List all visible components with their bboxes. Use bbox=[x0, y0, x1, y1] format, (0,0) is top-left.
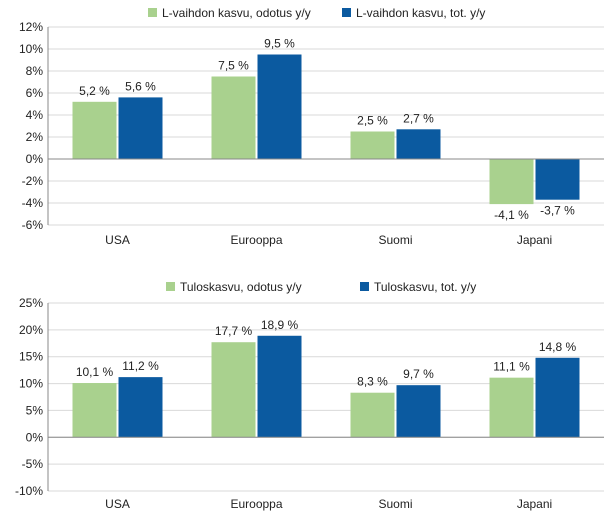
y-tick-label: -6% bbox=[22, 218, 44, 232]
data-label: 9,7 % bbox=[403, 367, 434, 381]
data-label: 18,9 % bbox=[261, 318, 299, 332]
legend: Tuloskasvu, odotus y/y Tuloskasvu, tot. y… bbox=[166, 280, 476, 294]
legend-label-1: L-vaihdon kasvu, odotus y/y bbox=[162, 6, 311, 20]
bar bbox=[350, 131, 395, 159]
bar bbox=[489, 377, 534, 438]
bar bbox=[535, 159, 580, 200]
data-label: 7,5 % bbox=[218, 59, 249, 73]
y-tick-label: -2% bbox=[22, 174, 44, 188]
y-tick-label: 10% bbox=[19, 42, 43, 56]
data-label: 2,5 % bbox=[357, 114, 388, 128]
legend-swatch-1 bbox=[166, 282, 175, 291]
bar bbox=[72, 383, 117, 438]
x-tick-label: Suomi bbox=[378, 233, 412, 247]
y-tick-label: 12% bbox=[19, 20, 43, 34]
x-tick-label: Eurooppa bbox=[230, 233, 282, 247]
chart-panel-1: L-vaihdon kasvu, odotus y/y L-vaihdon kas… bbox=[19, 6, 604, 247]
y-tick-label: -5% bbox=[22, 457, 44, 471]
bar bbox=[118, 377, 163, 438]
legend-label-2: Tuloskasvu, tot. y/y bbox=[374, 280, 476, 294]
legend-swatch-1 bbox=[148, 8, 157, 17]
data-label: 17,7 % bbox=[215, 324, 253, 338]
data-label: 11,2 % bbox=[122, 359, 159, 373]
y-tick-label: 10% bbox=[19, 377, 43, 391]
bar bbox=[72, 101, 117, 159]
data-label: 14,8 % bbox=[539, 340, 577, 354]
x-tick-label: USA bbox=[105, 233, 130, 247]
data-label: 5,2 % bbox=[79, 84, 110, 98]
bar bbox=[211, 342, 256, 438]
x-tick-label: Suomi bbox=[378, 497, 412, 511]
data-label: 9,5 % bbox=[264, 37, 295, 51]
data-label: 11,1 % bbox=[493, 360, 530, 374]
x-tick-label: Eurooppa bbox=[230, 497, 282, 511]
y-tick-label: 15% bbox=[19, 350, 43, 364]
legend-swatch-2 bbox=[360, 282, 369, 291]
data-label: 10,1 % bbox=[76, 365, 114, 379]
data-label: 8,3 % bbox=[357, 375, 388, 389]
bars: 10,1 % 11,2 % 17,7 % 18,9 % 8,3 % 9,7 % 11,1 %… bbox=[72, 318, 580, 438]
data-label: -4,1 % bbox=[494, 208, 529, 222]
legend-label-2: L-vaihdon kasvu, tot. y/y bbox=[356, 6, 485, 20]
bar bbox=[350, 392, 395, 438]
y-tick-label: -4% bbox=[22, 196, 44, 210]
bar bbox=[396, 129, 441, 159]
data-label: 2,7 % bbox=[403, 111, 434, 125]
bar bbox=[489, 159, 534, 205]
x-tick-label: Japani bbox=[517, 497, 552, 511]
legend-swatch-2 bbox=[342, 8, 351, 17]
y-axis: -10% -5% 0% 5% 10% 15% 20% 25% bbox=[15, 296, 604, 498]
bar bbox=[257, 54, 302, 159]
y-tick-label: 2% bbox=[26, 130, 44, 144]
bar bbox=[257, 335, 302, 438]
y-tick-label: 4% bbox=[26, 108, 44, 122]
bar bbox=[535, 357, 580, 438]
y-tick-label: 0% bbox=[26, 152, 44, 166]
bar bbox=[118, 97, 163, 159]
data-label: 5,6 % bbox=[125, 79, 156, 93]
y-tick-label: 20% bbox=[19, 323, 43, 337]
x-tick-label: USA bbox=[105, 497, 130, 511]
y-tick-label: 6% bbox=[26, 86, 44, 100]
chart-panel-2: Tuloskasvu, odotus y/y Tuloskasvu, tot. y… bbox=[15, 280, 604, 511]
y-tick-label: -10% bbox=[15, 484, 43, 498]
y-tick-label: 0% bbox=[26, 430, 44, 444]
bars: 5,2 % 5,6 % 7,5 % 9,5 % 2,5 % 2,7 % -4,1 % -3,7… bbox=[72, 37, 580, 222]
x-tick-label: Japani bbox=[517, 233, 552, 247]
legend: L-vaihdon kasvu, odotus y/y L-vaihdon kas… bbox=[148, 6, 485, 20]
bar bbox=[211, 76, 256, 159]
y-tick-label: 5% bbox=[26, 403, 44, 417]
y-tick-label: 25% bbox=[19, 296, 43, 310]
y-tick-label: 8% bbox=[26, 64, 44, 78]
legend-label-1: Tuloskasvu, odotus y/y bbox=[180, 280, 302, 294]
data-label: -3,7 % bbox=[540, 204, 575, 218]
bar bbox=[396, 385, 441, 438]
